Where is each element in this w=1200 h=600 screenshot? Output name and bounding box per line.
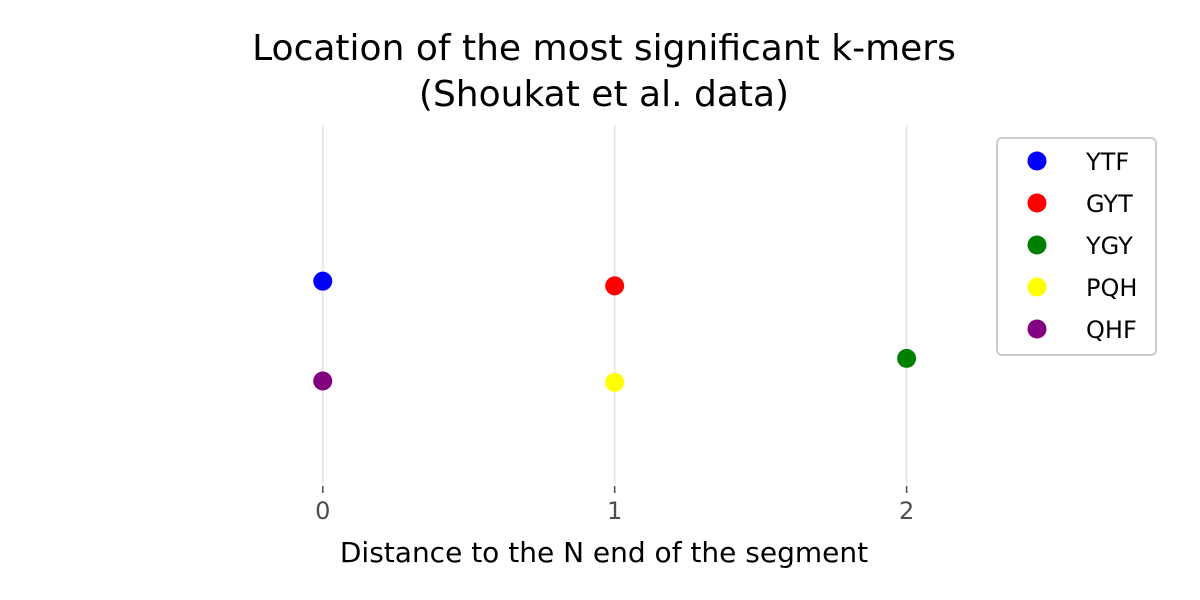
data-point-ygy bbox=[897, 348, 917, 368]
legend-marker-qhf bbox=[1027, 319, 1047, 339]
legend-marker-ygy bbox=[1027, 235, 1047, 255]
x-tick-label-0: 0 bbox=[315, 497, 330, 525]
legend-label-qhf: QHF bbox=[1086, 316, 1137, 344]
legend-frame bbox=[996, 137, 1157, 356]
legend-label-pqh: PQH bbox=[1086, 274, 1137, 302]
legend-label-ygy: YGY bbox=[1085, 232, 1133, 260]
data-point-qhf bbox=[313, 371, 333, 391]
grid bbox=[321, 125, 908, 484]
data-point-gyt bbox=[605, 276, 625, 296]
data-point-ytf bbox=[313, 271, 333, 291]
x-axis-ticks: 0 1 2 bbox=[315, 486, 914, 525]
legend-label-gyt: GYT bbox=[1086, 190, 1133, 218]
legend-marker-ytf bbox=[1027, 151, 1047, 171]
legend-marker-pqh bbox=[1027, 277, 1047, 297]
data-point-pqh bbox=[605, 372, 625, 392]
legend-label-ytf: YTF bbox=[1085, 148, 1129, 176]
x-axis-label: Distance to the N end of the segment bbox=[340, 536, 868, 569]
x-tick-label-2: 2 bbox=[899, 497, 914, 525]
chart-title-line1: Location of the most significant k-mers bbox=[252, 28, 956, 69]
legend: YTF GYT YGY PQH QHF bbox=[996, 137, 1157, 356]
x-tick-label-1: 1 bbox=[607, 497, 622, 525]
chart-title-line2: (Shoukat et al. data) bbox=[419, 74, 789, 115]
data-points bbox=[313, 271, 917, 392]
legend-marker-gyt bbox=[1027, 193, 1047, 213]
